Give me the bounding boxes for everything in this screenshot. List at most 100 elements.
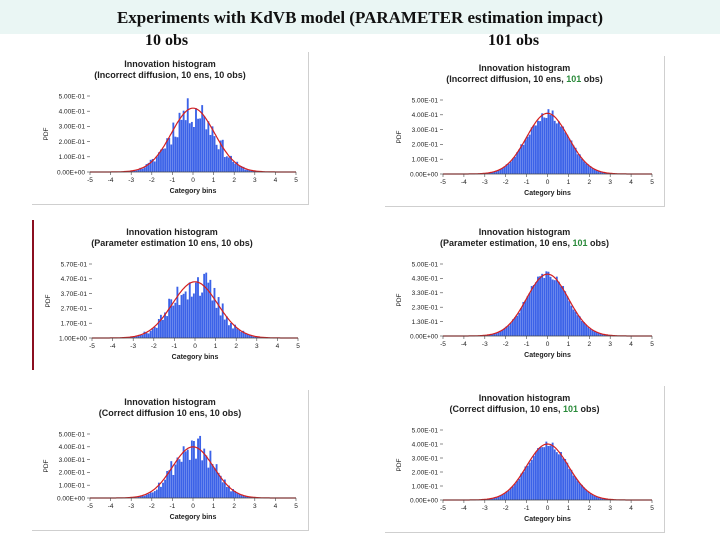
p1-bar xyxy=(221,139,224,172)
p2-bar xyxy=(576,154,579,174)
p5-bar xyxy=(207,467,210,498)
p1-title: Innovation histogram xyxy=(124,59,216,69)
p3-bar xyxy=(164,312,166,338)
p5-bar xyxy=(219,475,222,498)
p1-bar xyxy=(190,121,193,172)
p4-bar xyxy=(566,296,569,336)
p4-bar xyxy=(488,334,491,336)
p2-bar xyxy=(537,120,539,174)
p5-bar xyxy=(248,497,251,498)
p1-xtick-label: 1 xyxy=(212,177,216,184)
p4-xtick-label: -1 xyxy=(524,341,530,348)
p1-subtitle-part: (Incorrect diffusion, 10 ens, xyxy=(94,70,214,80)
p3-bar xyxy=(178,304,181,338)
p5-ytick-label: 4.00E-01 xyxy=(59,444,86,451)
p1-xtick-label: -3 xyxy=(128,177,134,184)
p4-bar xyxy=(539,276,542,336)
p3-bar xyxy=(190,296,193,338)
p4-bar xyxy=(585,324,588,336)
p3-bar xyxy=(176,286,179,338)
p6-subtitle-part: obs) xyxy=(578,404,600,414)
p4-bar xyxy=(545,271,548,336)
p3-bar xyxy=(217,297,220,338)
p4-bar xyxy=(543,277,546,336)
p5-xtick-label: 1 xyxy=(212,503,216,510)
p3-bar xyxy=(209,279,212,338)
p4-bar xyxy=(583,322,585,336)
p6-bar xyxy=(603,498,606,500)
p3-bar xyxy=(133,336,136,338)
p6-bar xyxy=(557,454,560,500)
p1-ytick-label: 4.00E-01 xyxy=(59,109,86,116)
p5-xtick-label: -4 xyxy=(108,503,114,510)
p1-bar xyxy=(131,170,134,172)
p3-bar xyxy=(223,319,226,338)
p4-bar xyxy=(578,316,581,336)
p4-bar xyxy=(593,331,596,336)
p2-xtick-label: -2 xyxy=(503,179,509,186)
p1-bar xyxy=(207,121,210,172)
p5-bar xyxy=(221,482,224,498)
p1-xtick-label: 4 xyxy=(274,177,278,184)
p2-bar xyxy=(585,163,588,174)
p6-bar xyxy=(574,477,577,500)
right-column-label: 101 obs xyxy=(488,32,540,49)
p3-ytick-label: 1.70E-01 xyxy=(61,321,88,328)
p5-bar xyxy=(246,496,249,498)
p5-bar xyxy=(178,459,181,498)
p2-title: Innovation histogram xyxy=(479,63,571,73)
p4-xtick-label: -5 xyxy=(440,341,446,348)
p4-bar xyxy=(560,286,562,336)
p6-ytick-label: 5.00E-01 xyxy=(412,427,439,434)
p3-bar xyxy=(139,334,142,338)
p5-bar xyxy=(147,493,150,498)
p3-bar xyxy=(159,314,162,338)
p1-ylabel: PDF xyxy=(43,127,50,140)
p6-bar xyxy=(593,495,596,500)
p5-bar xyxy=(170,461,173,498)
p4-subtitle-part: obs) xyxy=(588,238,610,248)
p6-xtick-label: 0 xyxy=(546,505,550,512)
p2-bar xyxy=(511,158,514,174)
p6-bar xyxy=(566,462,569,500)
p6-bars xyxy=(447,441,644,500)
p5-bar xyxy=(151,492,154,498)
p6-xtick-label: 2 xyxy=(587,505,591,512)
p2-ytick-label: 3.00E-01 xyxy=(412,127,439,134)
p3-bar xyxy=(232,328,234,338)
p1-bar xyxy=(248,170,251,172)
p6-bar xyxy=(530,459,533,500)
p5-subtitle-part: (Correct diffusion 10 ens, xyxy=(99,408,210,418)
p1-xtick-label: -1 xyxy=(170,177,176,184)
p6-bar xyxy=(499,495,502,500)
p1-bar xyxy=(217,149,220,172)
p4-bar xyxy=(520,307,523,336)
p3-bar xyxy=(236,328,239,338)
p3-xtick-label: -1 xyxy=(172,343,178,350)
p6-xtick-label: -3 xyxy=(482,505,488,512)
p4-bar xyxy=(601,334,604,336)
p1-bar xyxy=(203,115,206,172)
p2-xtick-label: 2 xyxy=(587,179,591,186)
p4-bar xyxy=(503,328,506,336)
p2-bars xyxy=(447,109,652,174)
p1-bar xyxy=(238,165,241,172)
p2-bar xyxy=(580,158,583,174)
p5-bar xyxy=(215,464,218,498)
p6-bar xyxy=(599,497,602,500)
p2-xlabel: Category bins xyxy=(524,190,571,197)
p2-bar xyxy=(562,126,565,174)
p1-fit-curve xyxy=(90,107,296,173)
p1-ytick-label: 0.00E+00 xyxy=(57,169,85,176)
p3-bar xyxy=(221,303,224,338)
p2-bar xyxy=(583,161,585,174)
p2-xtick-label: 3 xyxy=(608,179,612,186)
p2-bar xyxy=(534,125,537,174)
p6-bar xyxy=(543,447,546,500)
p1-xtick-label: -2 xyxy=(149,177,155,184)
p6-bar xyxy=(507,490,510,500)
p2-bar xyxy=(545,117,548,174)
p5-bar xyxy=(176,457,179,498)
p5-bar xyxy=(172,474,175,498)
p5-bar xyxy=(153,491,156,498)
